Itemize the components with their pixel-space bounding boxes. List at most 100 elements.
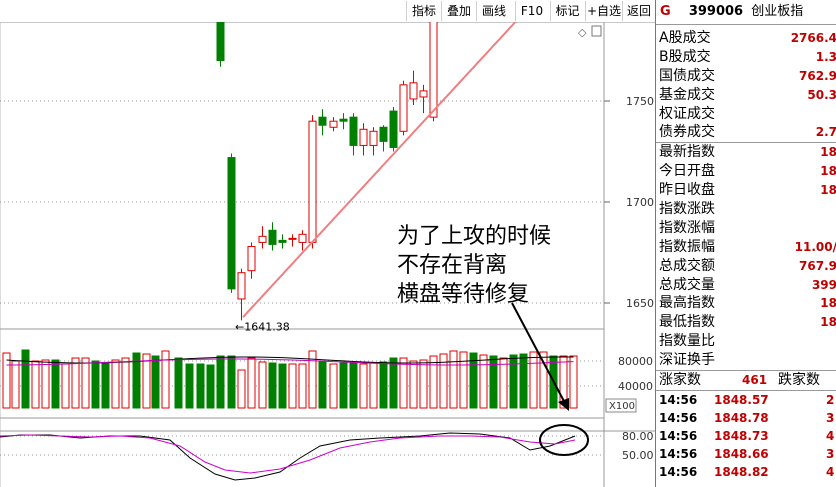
- volume-bar: [227, 355, 236, 409]
- volume-bar: [91, 360, 100, 409]
- stat-row: 最低指数 18: [656, 313, 836, 332]
- annotation-text: 为了上攻的时候 不存在背离 横盘等待修复: [397, 222, 551, 309]
- volume-bar: [142, 353, 151, 409]
- stat-value: 2766.4: [790, 31, 836, 45]
- candle-body: [409, 82, 418, 100]
- stat-label: A股成交: [659, 30, 711, 46]
- volume-bar: [161, 350, 170, 409]
- volume-bar: [449, 350, 458, 409]
- index-name: 创业板指: [751, 4, 804, 19]
- volume-bar: [329, 363, 338, 409]
- tick-vol: 3: [826, 446, 835, 461]
- volume-bar: [509, 354, 518, 409]
- tick-vol: 4: [826, 464, 835, 479]
- stat-row: 今日开盘 18: [656, 162, 836, 181]
- volume-bar: [111, 359, 120, 409]
- volume-bar: [216, 355, 225, 409]
- stat-value: 18: [820, 164, 836, 179]
- scroll-icon: [591, 25, 602, 37]
- stat-label: 总成交额: [659, 257, 715, 274]
- mark-button[interactable]: 标记: [550, 1, 584, 21]
- stat-value: 399: [811, 277, 836, 292]
- volume-bar: [459, 351, 468, 409]
- index-code: 399006: [688, 4, 744, 19]
- add-favorite-button[interactable]: +自选: [585, 1, 622, 21]
- candle-body: [389, 110, 398, 148]
- volume-bar: [268, 362, 277, 409]
- stat-value: 2.7: [815, 125, 836, 140]
- stat-label: 指数涨幅: [659, 219, 715, 236]
- candle-body: [268, 229, 277, 245]
- stat-row: 深证换手: [656, 351, 836, 370]
- annotation-line: 横盘等待修复: [397, 282, 530, 307]
- stat-label: 债券成交: [659, 124, 715, 141]
- diamond-icon: ◇: [578, 26, 587, 39]
- candle-body: [318, 116, 327, 126]
- vol-tick-label: 80000: [618, 355, 653, 368]
- volume-bar: [151, 355, 160, 409]
- volume-bar: [499, 357, 508, 409]
- tick-price: 1848.66: [714, 446, 769, 461]
- up-down-row: 涨家数 461 跌家数: [656, 371, 836, 390]
- f10-button[interactable]: F10: [515, 1, 548, 21]
- stat-value: 18: [820, 296, 836, 311]
- stat-value: 18: [820, 315, 836, 330]
- volume-bar: [349, 362, 358, 409]
- volume-bar: [51, 359, 60, 409]
- volume-bar: [247, 357, 256, 409]
- volume-bar: [61, 363, 70, 409]
- volume-bar: [539, 351, 548, 409]
- tick-price: 1848.78: [714, 410, 769, 425]
- y-tick-label: 1750: [626, 95, 654, 108]
- stat-label: B股成交: [659, 48, 711, 65]
- volume-bar: [489, 355, 498, 409]
- volume-bar: [11, 360, 20, 409]
- volume-bar: [278, 363, 287, 409]
- stat-label: 权证成交: [659, 105, 715, 122]
- volume-bar: [21, 349, 30, 409]
- candle-body: [369, 130, 378, 146]
- stat-row: 指数涨幅: [656, 219, 836, 238]
- candle-body: [429, 22, 438, 118]
- volume-bar: [369, 362, 378, 409]
- logo-icon: G: [660, 4, 671, 19]
- tick-vol: 2: [826, 392, 835, 407]
- kline-chart[interactable]: ◇1900185018001750170016508000040000X1008…: [0, 22, 655, 487]
- volume-bar: [359, 363, 368, 409]
- draw-line-button[interactable]: 画线: [476, 1, 511, 21]
- volume-bar: [132, 352, 141, 409]
- candle-body: [419, 90, 428, 98]
- stat-row: 总成交额 767.9: [656, 257, 836, 276]
- stat-value: 18: [820, 145, 836, 160]
- panel-header: G 399006 创业板指: [656, 0, 836, 25]
- candle-body: [379, 126, 388, 142]
- tick-time: 14:56: [659, 410, 698, 425]
- stat-label: 昨日收盘: [659, 182, 715, 199]
- volume-bar: [71, 357, 80, 409]
- stat-row: 昨日收盘 18: [656, 181, 836, 200]
- candle-body: [349, 116, 358, 146]
- volume-bar: [409, 360, 418, 409]
- stat-row: B股成交 1.3: [656, 48, 836, 67]
- tick-row: 14:56 1848.66 3: [656, 445, 836, 463]
- down-count-label: 跌家数: [778, 372, 820, 389]
- indicator-button[interactable]: 指标: [406, 1, 441, 21]
- back-button[interactable]: 返回: [622, 1, 655, 21]
- stat-label: 指数振幅: [659, 238, 715, 255]
- stat-row: 基金成交 50.3: [656, 86, 836, 105]
- annotation-line: 为了上攻的时候: [397, 224, 552, 249]
- stat-label: 总成交量: [659, 276, 715, 293]
- stat-value: 50.3: [807, 87, 836, 102]
- stat-value: 767.9: [799, 258, 836, 273]
- volume-bar: [237, 369, 246, 409]
- candle-body: [329, 120, 338, 128]
- up-count-value: 461: [742, 373, 768, 388]
- tick-time: 14:56: [659, 464, 698, 479]
- vol-unit-box: [605, 398, 637, 413]
- stat-row: 指数振幅 11.00/: [656, 238, 836, 257]
- stat-label: 今日开盘: [659, 163, 715, 180]
- stat-row: 最新指数 18: [656, 143, 836, 162]
- candle-body: [227, 157, 236, 290]
- volume-bar: [519, 353, 528, 409]
- overlay-button[interactable]: 叠加: [441, 1, 476, 21]
